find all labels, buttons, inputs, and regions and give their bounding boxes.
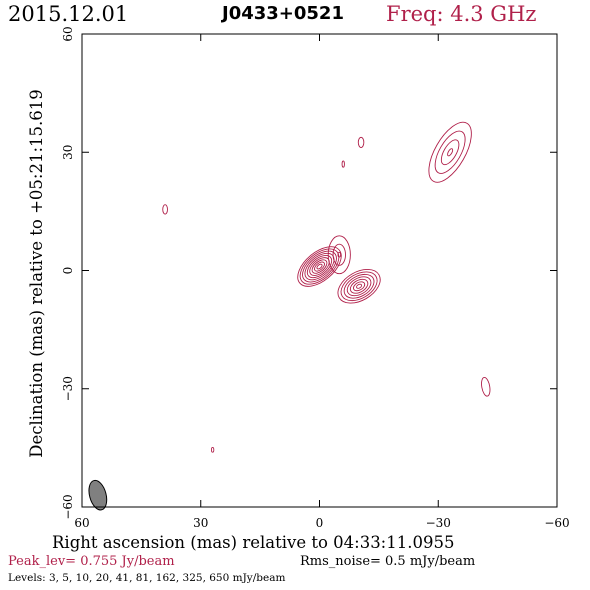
contour-core (299, 248, 340, 285)
contour-inner-jet (337, 269, 381, 304)
contour-outer-lobe (434, 130, 466, 174)
contour-core (297, 246, 342, 287)
restoring-beam (88, 479, 108, 511)
contour-inner-jet (343, 273, 375, 299)
contour-inner-jet (353, 281, 366, 292)
y-tick-label: 0 (61, 267, 75, 275)
y-tick-label: 30 (61, 145, 75, 160)
contour-levels: Levels: 3, 5, 10, 20, 41, 81, 162, 325, … (8, 572, 286, 584)
contour-inner-jet (349, 278, 369, 294)
contour-outer-lobe (440, 139, 460, 166)
source-name: J0433+0521 (222, 3, 344, 24)
y-tick-label: −60 (61, 494, 75, 519)
contour-blob-e (210, 447, 215, 453)
tick-layer: 60 30 0 −30 −60 −60 −30 0 30 60 (61, 26, 570, 530)
x-tick-label: −30 (426, 516, 451, 530)
contour-inner-jet (356, 283, 363, 289)
contour-blob-c (341, 160, 345, 168)
x-tick-label: −60 (544, 516, 569, 530)
contour-inner-jet (340, 271, 378, 302)
contour-knot (332, 243, 346, 266)
contour-blob-b (357, 136, 365, 148)
contour-outer-lobe (428, 121, 472, 183)
y-axis-label: Declination (mas) relative to +05:21:15.… (27, 89, 46, 458)
y-tick-label: 60 (61, 26, 75, 41)
observation-date: 2015.12.01 (8, 2, 129, 26)
contour-outer-lobe (447, 148, 454, 157)
frequency-label: Freq: 4.3 GHz (386, 2, 537, 26)
contour-core (302, 250, 337, 283)
beam-layer (88, 479, 108, 511)
contour-layer (162, 121, 491, 453)
x-tick-label: 60 (74, 516, 89, 530)
contour-core (314, 261, 325, 272)
contour-blob-a (162, 204, 168, 215)
contour-inner-jet (346, 276, 372, 297)
contour-knot (327, 235, 351, 275)
contour-core (311, 259, 328, 274)
contour-knot (337, 252, 342, 258)
contour-core (316, 263, 323, 270)
x-tick-label: 0 (316, 516, 324, 530)
y-tick-label: −30 (61, 376, 75, 401)
contour-core (306, 255, 333, 279)
x-tick-label: 30 (193, 516, 208, 530)
rms-noise: Rms_noise= 0.5 mJy/beam (300, 554, 476, 569)
contour-blob-d (481, 376, 491, 397)
x-axis-label: Right ascension (mas) relative to 04:33:… (52, 533, 455, 552)
peak-level: Peak_lev= 0.755 Jy/beam (8, 554, 175, 569)
